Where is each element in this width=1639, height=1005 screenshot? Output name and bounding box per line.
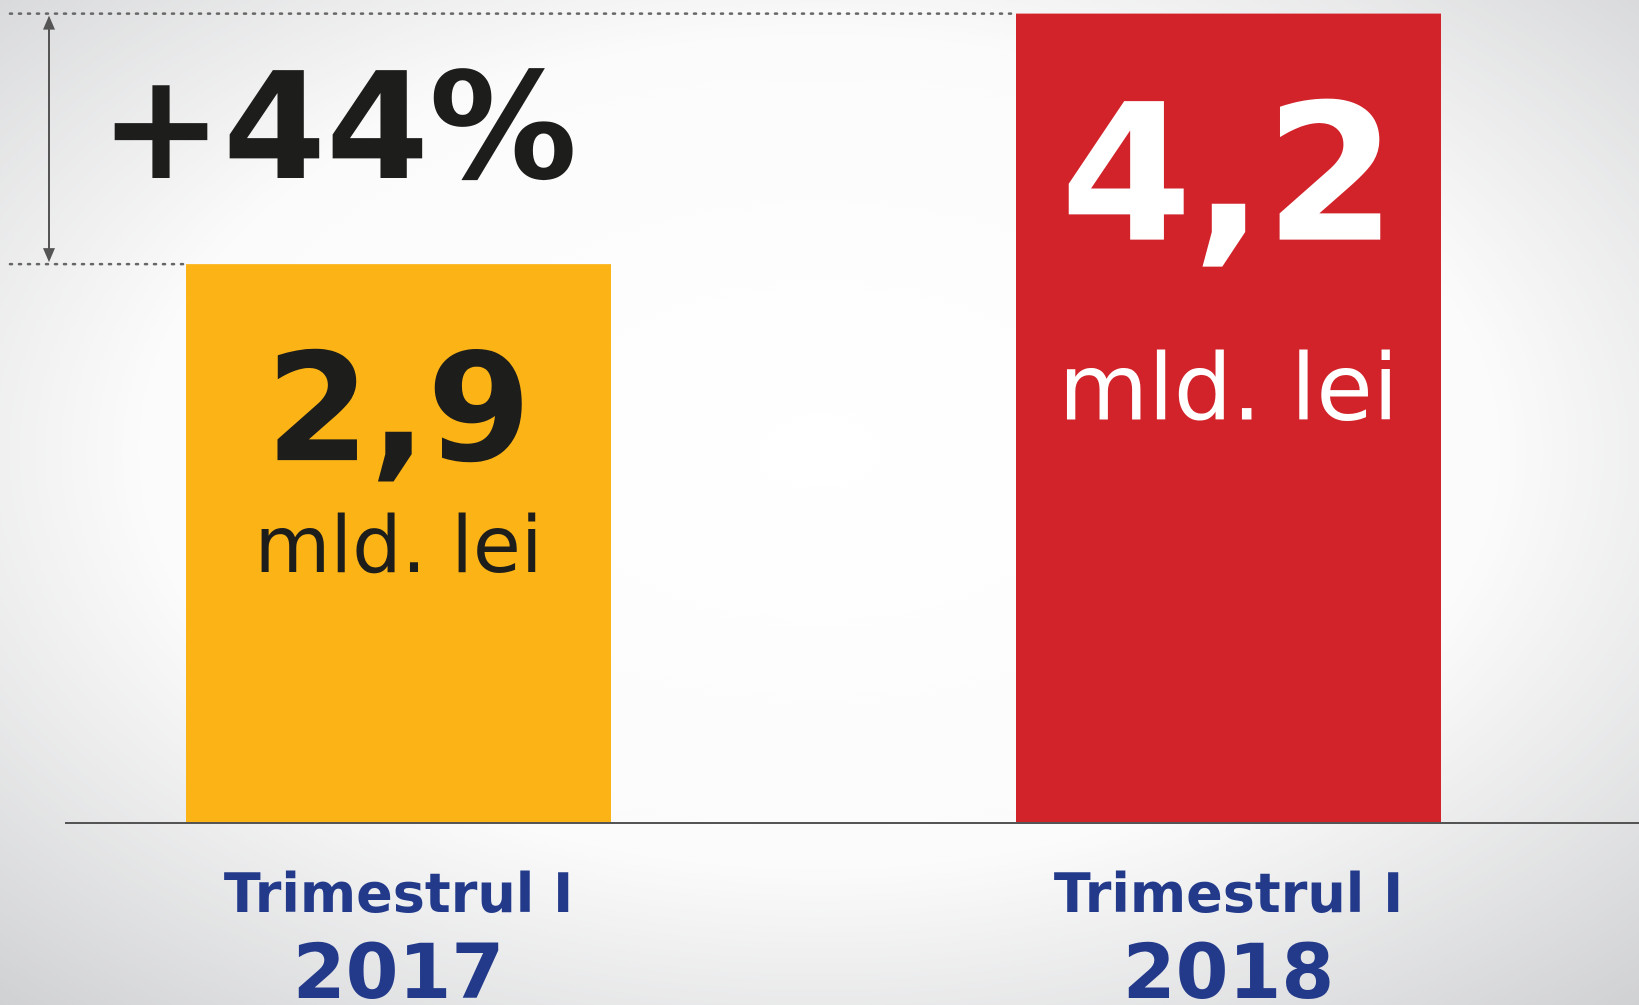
- category-label: 2017: [293, 927, 505, 1005]
- category-label: 2018: [1123, 927, 1335, 1005]
- annotation: +44%: [99, 41, 577, 213]
- bar: [1016, 13, 1441, 824]
- value-unit: mld. lei: [254, 501, 542, 591]
- arrow-head: [43, 15, 55, 30]
- value-label: 4,2: [1060, 64, 1397, 285]
- plot: [186, 13, 1441, 824]
- value-unit: mld. lei: [1059, 335, 1399, 442]
- category-label: Trimestrul I: [224, 862, 573, 925]
- value-label: 2,9: [266, 322, 532, 496]
- arrow-head: [43, 248, 55, 263]
- category-label: Trimestrul I: [1054, 862, 1403, 925]
- bar: [186, 264, 611, 824]
